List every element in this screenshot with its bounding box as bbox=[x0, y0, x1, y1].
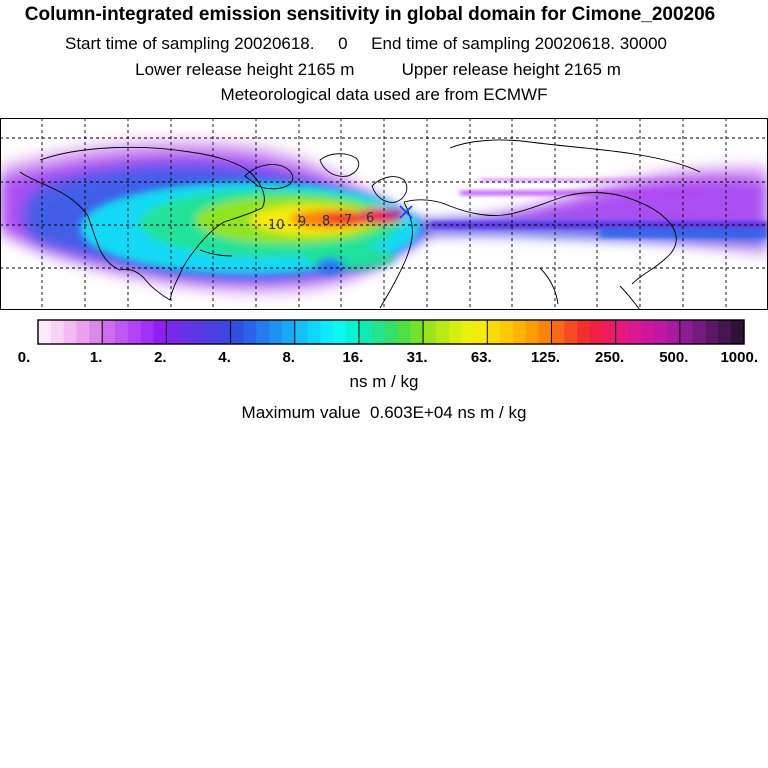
colorbar-swatch bbox=[564, 320, 578, 344]
colorbar-tick-labels: 0. 1. 2. 4. 8. 16. 31. 63. 125. 250. 500. 1000. bbox=[18, 349, 758, 366]
colorbar-swatch bbox=[602, 320, 617, 344]
colorbar-swatch bbox=[320, 320, 334, 344]
colorbar-swatch bbox=[731, 320, 745, 344]
colorbar-swatch bbox=[628, 320, 642, 344]
colorbar-swatch bbox=[192, 320, 206, 344]
colorbar-swatch bbox=[423, 320, 437, 344]
colorbar-tick-label: 125. bbox=[531, 349, 560, 366]
colorbar-swatch bbox=[679, 320, 694, 344]
colorbar-swatch bbox=[115, 320, 129, 344]
release-heights: Lower release height 2165 m Upper releas… bbox=[135, 60, 621, 79]
colorbar-tick-label: 16. bbox=[342, 349, 363, 366]
colorbar-tick-label: 8. bbox=[282, 349, 295, 366]
colorbar-swatch bbox=[397, 320, 411, 344]
cell-label: 7 bbox=[344, 213, 352, 228]
colorbar-swatch bbox=[718, 320, 732, 344]
colorbar-swatch bbox=[217, 320, 232, 344]
cell-label: 8 bbox=[322, 214, 330, 229]
colorbar-swatch bbox=[615, 320, 630, 344]
colorbar-swatch bbox=[307, 320, 321, 344]
colorbar-swatch bbox=[76, 320, 90, 344]
colorbar-tick-label: 500. bbox=[659, 349, 688, 366]
colorbar-swatch bbox=[230, 320, 244, 344]
colorbar-tick-label: 1000. bbox=[720, 349, 758, 366]
colorbar-swatch bbox=[102, 320, 116, 344]
colorbar-swatch bbox=[410, 320, 424, 344]
colorbar-tick-label: 1. bbox=[90, 349, 103, 366]
colorbar-swatch bbox=[448, 320, 463, 344]
colorbar-swatch bbox=[358, 320, 373, 344]
colorbar-swatch bbox=[256, 320, 270, 344]
colorbar-swatch bbox=[371, 320, 386, 344]
met-data-source: Meteorological data used are from ECMWF bbox=[220, 85, 548, 104]
lat-lon-grid bbox=[0, 118, 768, 310]
colorbar-swatch bbox=[153, 320, 167, 344]
colorbar-tick-label: 250. bbox=[595, 349, 624, 366]
cell-labels: 10 9 8 7 6 bbox=[268, 211, 374, 233]
colorbar-swatch bbox=[525, 320, 540, 344]
colorbar-swatch bbox=[692, 320, 707, 344]
colorbar-swatch bbox=[577, 320, 591, 344]
cell-label: 6 bbox=[366, 211, 374, 226]
colorbar-swatch bbox=[641, 320, 655, 344]
colorbar-swatch bbox=[589, 320, 604, 344]
colorbar-tick-label: 2. bbox=[154, 349, 167, 366]
colorbar-swatch bbox=[294, 320, 309, 344]
colorbar-swatch bbox=[140, 320, 155, 344]
colorbar-swatch bbox=[243, 320, 257, 344]
colorbar-swatch bbox=[461, 320, 476, 344]
colorbar: 0. 1. 2. 4. 8. 16. 31. 63. 125. 250. 500. 1000. bbox=[0, 316, 768, 396]
colorbar-tick-label: 0. bbox=[18, 349, 31, 366]
colorbar-unit: ns m / kg bbox=[349, 372, 419, 391]
colorbar-tick-label: 31. bbox=[407, 349, 428, 366]
colorbar-dividers bbox=[101, 320, 681, 344]
colorbar-swatch bbox=[89, 320, 103, 344]
colorbar-swatch bbox=[500, 320, 514, 344]
maximum-value: Maximum value 0.603E+04 ns m / kg bbox=[241, 403, 527, 422]
plot-title: Column-integrated emission sensitivity i… bbox=[24, 4, 716, 25]
colorbar-swatch bbox=[538, 320, 553, 344]
emission-sensitivity-map: 10 9 8 7 6 bbox=[0, 118, 768, 310]
colorbar-swatch bbox=[281, 320, 296, 344]
colorbar-swatch bbox=[666, 320, 681, 344]
colorbar-swatch bbox=[269, 320, 283, 344]
plume-core bbox=[80, 182, 420, 274]
release-site-marker bbox=[399, 205, 413, 219]
colorbar-swatches bbox=[38, 320, 745, 344]
colorbar-swatch bbox=[166, 320, 180, 344]
colorbar-swatch bbox=[179, 320, 193, 344]
colorbar-swatch bbox=[204, 320, 219, 344]
colorbar-swatch bbox=[654, 320, 668, 344]
sampling-times: Start time of sampling 20020618. 0 End t… bbox=[65, 34, 667, 53]
colorbar-frame bbox=[37, 319, 745, 345]
colorbar-swatch bbox=[333, 320, 347, 344]
cell-label: 10 bbox=[268, 218, 285, 233]
colorbar-swatch bbox=[487, 320, 501, 344]
colorbar-tick-label: 63. bbox=[471, 349, 492, 366]
colorbar-swatch bbox=[435, 320, 450, 344]
colorbar-swatch bbox=[38, 320, 52, 344]
colorbar-swatch bbox=[50, 320, 65, 344]
colorbar-swatch bbox=[63, 320, 78, 344]
colorbar-tick-label: 4. bbox=[218, 349, 231, 366]
colorbar-swatch bbox=[384, 320, 399, 344]
colorbar-swatch bbox=[127, 320, 142, 344]
colorbar-swatch bbox=[346, 320, 360, 344]
colorbar-swatch bbox=[512, 320, 527, 344]
colorbar-swatch bbox=[705, 320, 719, 344]
colorbar-swatch bbox=[551, 320, 565, 344]
cell-label: 9 bbox=[298, 215, 306, 230]
colorbar-swatch bbox=[474, 320, 488, 344]
